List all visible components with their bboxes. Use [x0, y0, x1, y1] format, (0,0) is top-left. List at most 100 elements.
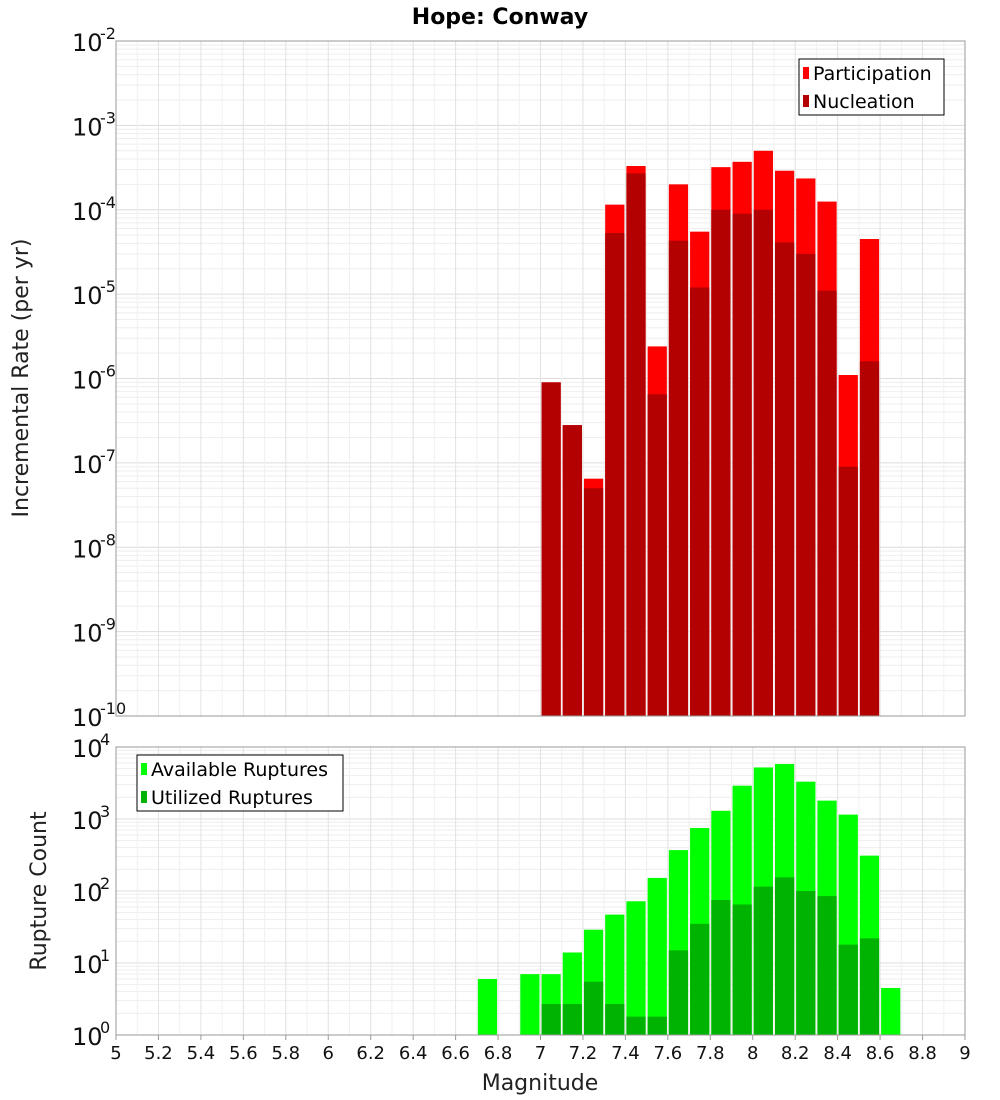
bar-utilized-ruptures [838, 944, 858, 1035]
x-axis-label: Magnitude [482, 1071, 599, 1096]
bar-nucleation [647, 394, 667, 716]
top-bars [541, 150, 880, 716]
y-tick-label: 10 [72, 735, 103, 763]
y-tick-exponent: 0 [100, 1018, 110, 1037]
y-tick-label: 10 [72, 879, 103, 907]
x-tick-label: 5.4 [187, 1043, 216, 1064]
x-tick-label: 9 [959, 1043, 970, 1064]
y-tick-label: 10 [72, 807, 103, 835]
y-tick-exponent: -8 [100, 530, 116, 549]
y-tick-label: 10 [72, 451, 103, 479]
y-tick-exponent: 1 [100, 946, 110, 965]
legend-box [136, 754, 344, 812]
x-tick-label: 8.8 [908, 1043, 937, 1064]
bar-utilized-ruptures [817, 896, 837, 1035]
y-tick-exponent: -6 [100, 362, 116, 381]
bar-utilized-ruptures [647, 1016, 667, 1035]
bar-nucleation [626, 173, 646, 716]
x-tick-label: 6.2 [356, 1043, 385, 1064]
bar-nucleation [583, 488, 604, 716]
x-tick-label: 6 [323, 1043, 334, 1064]
x-tick-label: 8.6 [866, 1043, 895, 1064]
bar-available-ruptures [477, 978, 498, 1035]
bar-utilized-ruptures [753, 886, 773, 1035]
y-tick-exponent: -4 [100, 193, 116, 212]
y-tick-exponent: -2 [100, 24, 116, 43]
legend-label: Participation [813, 63, 932, 85]
bar-utilized-ruptures [583, 981, 604, 1035]
x-tick-label: 7 [535, 1043, 546, 1064]
y-tick-exponent: 4 [100, 730, 110, 749]
legend-label: Utilized Ruptures [151, 787, 313, 809]
y-tick-label: 10 [72, 113, 103, 141]
legend-swatch [141, 763, 147, 775]
bar-nucleation [711, 209, 731, 716]
x-tick-label: 6.8 [484, 1043, 513, 1064]
legend-box [798, 58, 945, 116]
bar-available-ruptures [647, 877, 667, 1035]
bar-nucleation [859, 361, 880, 716]
y-tick-label: 10 [72, 1023, 103, 1051]
legend-label: Nucleation [813, 91, 915, 113]
bar-nucleation [817, 290, 837, 716]
bar-utilized-ruptures [668, 950, 689, 1035]
y-tick-label: 10 [72, 198, 103, 226]
y-tick-label: 10 [72, 367, 103, 395]
bar-nucleation [562, 425, 582, 716]
bottom-bars [477, 764, 901, 1035]
y-tick-label: 10 [72, 535, 103, 563]
y-tick-label: 10 [72, 951, 103, 979]
chart-title: Hope: Conway [412, 5, 588, 30]
bar-utilized-ruptures [690, 923, 710, 1035]
x-tick-label: 7.2 [569, 1043, 598, 1064]
bar-utilized-ruptures [605, 1003, 625, 1035]
y-tick-exponent: 2 [100, 874, 110, 893]
y-tick-exponent: -9 [100, 615, 116, 634]
x-tick-label: 5.8 [271, 1043, 300, 1064]
bar-utilized-ruptures [774, 877, 795, 1035]
x-tick-label: 7.4 [611, 1043, 640, 1064]
legend-swatch [803, 95, 809, 107]
y-tick-exponent: -3 [100, 108, 116, 127]
bar-available-ruptures [520, 974, 540, 1035]
bar-utilized-ruptures [562, 1003, 582, 1035]
bar-nucleation [541, 382, 561, 716]
bar-nucleation [774, 242, 795, 716]
top-legend: Participation Nucleation [798, 58, 945, 116]
y-tick-exponent: -5 [100, 277, 116, 296]
y-tick-label: 10 [72, 29, 103, 57]
bar-utilized-ruptures [711, 899, 731, 1035]
x-tick-label: 5.2 [144, 1043, 173, 1064]
top-plot-frame [115, 40, 966, 717]
legend-label: Available Ruptures [151, 759, 328, 781]
y-tick-label: 10 [72, 282, 103, 310]
x-tick-labels: 5 5.2 5.4 5.6 5.8 6 6.2 6.4 6.6 6.8 7 7.2 7.4 7.6 7.8 8… [110, 1035, 971, 1064]
x-tick-label: 6.4 [399, 1043, 428, 1064]
bar-nucleation [796, 253, 816, 716]
bar-nucleation [668, 240, 689, 716]
top-y-axis-label: Incremental Rate (per yr) [9, 239, 34, 518]
bottom-y-axis-label: Rupture Count [27, 811, 52, 971]
x-tick-label: 7.6 [654, 1043, 683, 1064]
bar-utilized-ruptures [541, 1003, 561, 1035]
bar-available-ruptures [881, 987, 901, 1035]
bar-nucleation [838, 466, 858, 716]
bar-utilized-ruptures [796, 891, 816, 1035]
bar-available-ruptures [626, 901, 646, 1035]
x-tick-label: 5.6 [229, 1043, 258, 1064]
bar-nucleation [753, 209, 773, 716]
x-tick-label: 8.4 [823, 1043, 852, 1064]
bottom-legend: Available Ruptures Utilized Ruptures [136, 754, 344, 812]
top-gridlines [115, 41, 966, 717]
bar-nucleation [690, 287, 710, 716]
y-tick-exponent: -10 [100, 699, 126, 718]
bar-nucleation [605, 233, 625, 716]
y-tick-label: 10 [72, 704, 103, 732]
y-tick-label: 10 [72, 620, 103, 648]
x-tick-label: 8.2 [781, 1043, 810, 1064]
x-tick-label: 6.6 [441, 1043, 470, 1064]
bar-nucleation [732, 213, 752, 716]
